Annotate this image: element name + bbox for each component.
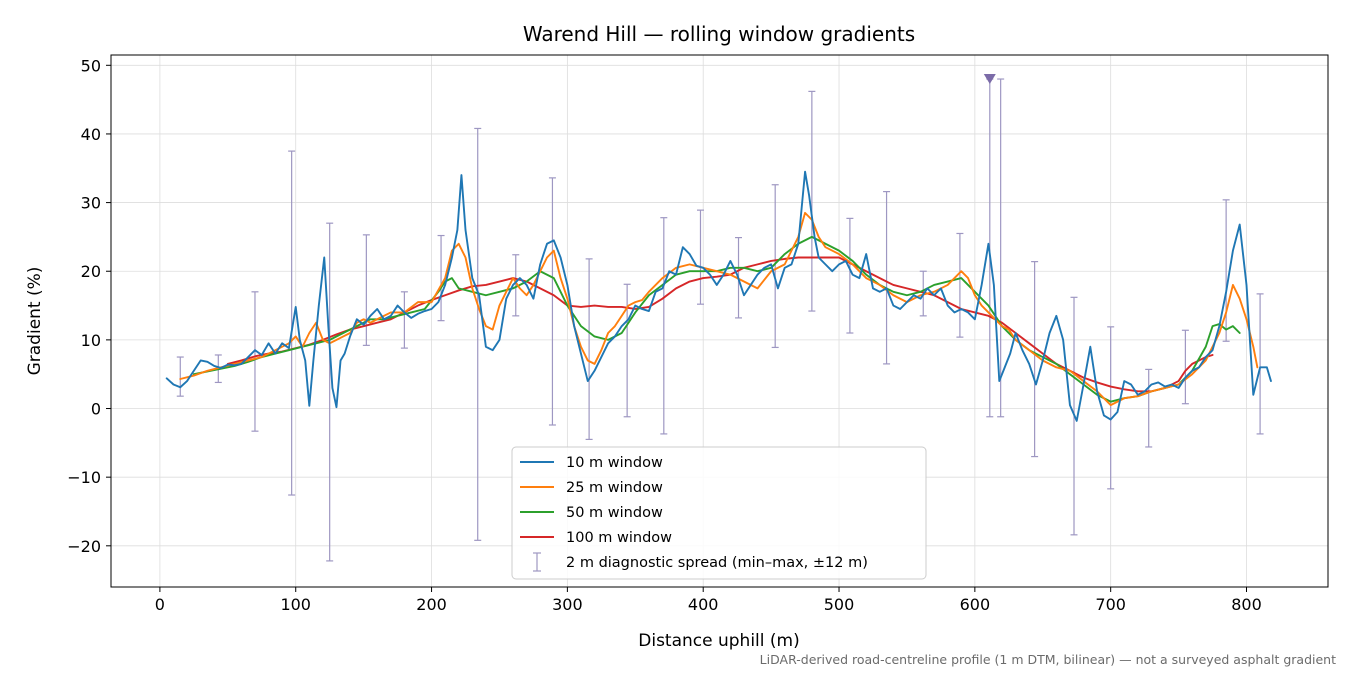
legend: 10 m window 25 m window 50 m window 100 … bbox=[511, 446, 927, 580]
spread-bar-27 bbox=[1145, 368, 1153, 448]
x-tick-label-800: 800 bbox=[1231, 595, 1262, 614]
legend-box bbox=[511, 446, 927, 580]
x-tick-label-500: 500 bbox=[824, 595, 855, 614]
x-tick-label-200: 200 bbox=[416, 595, 447, 614]
x-tick-label-600: 600 bbox=[960, 595, 991, 614]
y-axis-ticks: −20 −10 0 10 20 30 40 50 bbox=[67, 56, 111, 556]
spread-bar-14 bbox=[696, 209, 704, 305]
y-tick-label--10: −10 bbox=[67, 468, 101, 487]
series-line-10-m-window bbox=[165, 170, 1272, 422]
spread-bar-10 bbox=[548, 177, 556, 426]
spread-bar-18 bbox=[846, 217, 854, 334]
spread-bar-6 bbox=[400, 291, 408, 349]
legend-label-10m: 10 m window bbox=[566, 455, 663, 471]
y-axis-label: Gradient (%) bbox=[25, 267, 45, 376]
y-tick-label-50: 50 bbox=[81, 56, 101, 75]
spread-bar-4 bbox=[326, 222, 334, 562]
spread-bar-24 bbox=[1031, 261, 1039, 458]
spread-bar-17 bbox=[808, 90, 816, 312]
x-axis-label: Distance uphill (m) bbox=[638, 631, 799, 651]
spread-bar-11 bbox=[585, 258, 593, 441]
spread-bar-23 bbox=[997, 78, 1005, 418]
y-tick-label-10: 10 bbox=[81, 331, 101, 350]
spread-bar-0 bbox=[176, 356, 184, 397]
x-tick-label-700: 700 bbox=[1095, 595, 1126, 614]
spread-bar-28 bbox=[1181, 329, 1189, 405]
spread-bar-7 bbox=[437, 234, 445, 322]
series-lines bbox=[165, 170, 1272, 422]
spread-bar-3 bbox=[288, 150, 296, 496]
y-tick-label-20: 20 bbox=[81, 262, 101, 281]
x-tick-label-100: 100 bbox=[280, 595, 311, 614]
plot-frame bbox=[110, 54, 1329, 588]
spread-bar-5 bbox=[362, 234, 370, 346]
chart-title: Warend Hill — rolling window gradients bbox=[523, 22, 915, 46]
peak-markers bbox=[983, 74, 996, 85]
spread-bar-13 bbox=[660, 217, 668, 435]
footnote: LiDAR-derived road-centreline profile (1… bbox=[760, 652, 1336, 667]
spread-bar-19 bbox=[883, 191, 891, 365]
spread-bar-26 bbox=[1107, 326, 1115, 490]
legend-label-spread: 2 m diagnostic spread (min–max, ±12 m) bbox=[566, 555, 868, 571]
spread-bar-21 bbox=[956, 232, 964, 338]
spread-bar-29 bbox=[1222, 199, 1230, 342]
x-tick-label-400: 400 bbox=[688, 595, 719, 614]
y-tick-label-40: 40 bbox=[81, 125, 101, 144]
spread-bars bbox=[176, 78, 1264, 562]
x-tick-label-300: 300 bbox=[552, 595, 583, 614]
x-tick-label-0: 0 bbox=[155, 595, 165, 614]
spread-bar-8 bbox=[474, 127, 482, 541]
legend-swatch-spread bbox=[533, 552, 541, 572]
legend-label-50m: 50 m window bbox=[566, 505, 663, 521]
legend-label-25m: 25 m window bbox=[566, 480, 663, 496]
spread-bar-2 bbox=[251, 291, 259, 432]
x-axis-ticks: 0 100 200 300 400 500 600 700 800 bbox=[155, 587, 1262, 614]
peak-marker bbox=[983, 74, 996, 85]
legend-label-100m: 100 m window bbox=[566, 530, 672, 546]
y-tick-label--20: −20 bbox=[67, 537, 101, 556]
spread-bar-16 bbox=[771, 184, 779, 349]
y-tick-label-30: 30 bbox=[81, 194, 101, 213]
spread-bar-30 bbox=[1256, 293, 1264, 435]
series-line-25-m-window bbox=[179, 211, 1259, 407]
spread-bar-9 bbox=[512, 254, 520, 317]
y-tick-label-0: 0 bbox=[91, 400, 101, 419]
